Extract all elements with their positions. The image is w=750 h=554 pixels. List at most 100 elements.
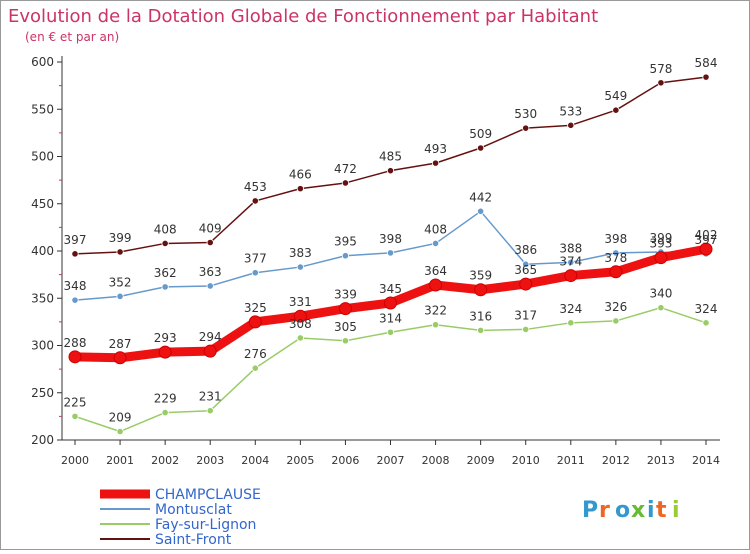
- data-label-champclause: 331: [289, 295, 312, 309]
- x-tick-label: 2010: [512, 454, 540, 467]
- data-label-saint-front: 408: [154, 222, 177, 236]
- data-label-montusclat: 348: [64, 279, 87, 293]
- data-label-montusclat: 398: [379, 232, 402, 246]
- y-tick-label: 550: [31, 102, 54, 116]
- data-point-saint-front: [522, 124, 530, 132]
- data-label-fay-sur-lignon: 316: [469, 309, 492, 323]
- data-label-saint-front: 453: [244, 180, 267, 194]
- data-point-montusclat: [386, 249, 395, 257]
- data-point-montusclat: [612, 249, 620, 257]
- data-label-fay-sur-lignon: 324: [695, 302, 718, 316]
- series-layer: [68, 73, 713, 436]
- data-label-saint-front: 397: [64, 233, 87, 247]
- x-tick-label: 2005: [286, 454, 314, 467]
- data-point-saint-front: [612, 106, 620, 114]
- data-label-champclause: 339: [334, 288, 357, 302]
- chart-title: Evolution de la Dotation Globale de Fonc…: [8, 6, 598, 27]
- data-label-fay-sur-lignon: 340: [649, 287, 672, 301]
- data-point-saint-front: [296, 185, 304, 193]
- legend-label: Fay-sur-Lignon: [155, 517, 256, 533]
- data-label-fay-sur-lignon: 276: [244, 347, 267, 361]
- data-label-saint-front: 472: [334, 162, 357, 176]
- data-label-fay-sur-lignon: 324: [559, 302, 582, 316]
- x-tick-label: 2014: [692, 454, 720, 467]
- y-tick-label: 300: [31, 339, 54, 353]
- data-point-saint-front: [161, 239, 169, 248]
- data-point-saint-front: [702, 73, 710, 81]
- data-point-fay-sur-lignon: [71, 412, 79, 420]
- data-point-champclause: [564, 269, 578, 283]
- data-point-champclause: [429, 278, 443, 292]
- data-label-fay-sur-lignon: 305: [334, 320, 357, 334]
- axes: 200 250 300 350 400 450 500 550 600 2000 2001 2002 2…: [31, 55, 720, 467]
- data-label-champclause: 359: [469, 269, 492, 283]
- data-point-saint-front: [657, 79, 665, 87]
- x-tick-label: 2002: [151, 454, 179, 467]
- data-label-montusclat: 383: [289, 246, 312, 260]
- data-point-champclause: [699, 242, 713, 256]
- data-point-fay-sur-lignon: [431, 321, 440, 329]
- data-point-champclause: [338, 302, 352, 316]
- data-point-fay-sur-lignon: [341, 337, 350, 345]
- data-point-fay-sur-lignon: [567, 319, 575, 327]
- chart-subtitle: (en € et par an): [25, 30, 119, 44]
- data-label-champclause: 287: [109, 337, 132, 351]
- data-label-fay-sur-lignon: 225: [64, 395, 87, 409]
- data-label-saint-front: 584: [695, 56, 718, 70]
- data-label-montusclat: 397: [695, 233, 718, 247]
- data-point-saint-front: [477, 144, 485, 152]
- data-label-saint-front: 493: [424, 142, 447, 156]
- data-point-fay-sur-lignon: [386, 328, 395, 336]
- data-point-saint-front: [71, 250, 79, 258]
- data-label-montusclat: 442: [469, 190, 492, 204]
- data-point-champclause: [519, 277, 533, 291]
- x-tick-label: 2008: [422, 454, 450, 467]
- brand-letter: t: [656, 498, 667, 523]
- data-label-saint-front: 578: [649, 62, 672, 76]
- data-label-fay-sur-lignon: 308: [289, 317, 312, 331]
- data-label-saint-front: 466: [289, 168, 312, 182]
- x-tick-label: 2011: [557, 454, 585, 467]
- x-tick-label: 2001: [106, 454, 134, 467]
- y-tick-label: 400: [31, 244, 54, 258]
- data-label-saint-front: 399: [109, 231, 132, 245]
- data-label-saint-front: 509: [469, 127, 492, 141]
- data-point-fay-sur-lignon: [116, 427, 124, 436]
- data-label-champclause: 393: [649, 237, 672, 251]
- data-label-montusclat: 399: [649, 231, 672, 245]
- data-label-fay-sur-lignon: 314: [379, 311, 402, 325]
- data-point-champclause: [158, 345, 172, 359]
- y-tick-label: 350: [31, 291, 54, 305]
- data-label-champclause: 364: [424, 264, 447, 278]
- brand-letter: i: [647, 498, 655, 523]
- data-point-champclause: [248, 315, 262, 329]
- data-point-champclause: [68, 350, 82, 364]
- data-point-saint-front: [251, 197, 259, 205]
- data-point-fay-sur-lignon: [251, 364, 259, 372]
- data-label-champclause: 402: [695, 228, 718, 242]
- brand-letter: P: [582, 498, 598, 523]
- data-label-fay-sur-lignon: 317: [514, 308, 537, 322]
- y-tick-label: 200: [31, 433, 54, 447]
- data-point-champclause: [113, 351, 127, 365]
- x-tick-label: 2003: [196, 454, 224, 467]
- data-point-fay-sur-lignon: [657, 304, 665, 312]
- x-tick-label: 2000: [61, 454, 89, 467]
- data-label-champclause: 345: [379, 282, 402, 296]
- data-label-montusclat: 398: [604, 232, 627, 246]
- data-label-montusclat: 352: [109, 275, 132, 289]
- data-label-montusclat: 363: [199, 265, 222, 279]
- data-point-saint-front: [431, 159, 440, 167]
- data-point-fay-sur-lignon: [206, 407, 214, 415]
- data-point-champclause: [609, 265, 623, 279]
- data-label-saint-front: 530: [514, 107, 537, 121]
- data-point-montusclat: [431, 239, 440, 248]
- data-label-montusclat: 377: [244, 252, 267, 266]
- data-point-saint-front: [341, 179, 350, 187]
- data-point-saint-front: [116, 248, 124, 256]
- data-label-champclause: 288: [64, 336, 87, 350]
